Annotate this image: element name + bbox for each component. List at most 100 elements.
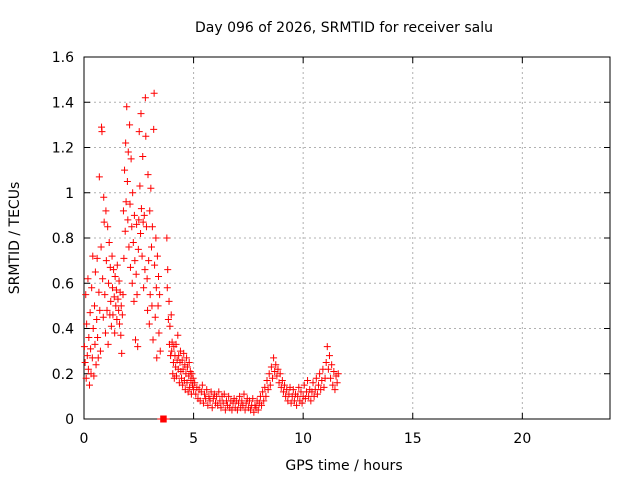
data-point (93, 315, 101, 323)
data-point (122, 139, 130, 147)
y-tick-label: 1.4 (52, 95, 74, 111)
y-axis-label: SRMTID / TECUs (7, 182, 23, 295)
data-point (167, 311, 175, 319)
data-point (174, 331, 182, 339)
data-point (153, 354, 161, 362)
data-point (172, 340, 180, 348)
data-point (111, 272, 119, 280)
data-point (133, 220, 141, 228)
data-point (117, 302, 125, 310)
data-point (137, 229, 145, 237)
data-point (141, 94, 149, 102)
data-point (139, 153, 147, 161)
data-point (105, 279, 113, 287)
data-points (80, 89, 342, 423)
data-point (254, 406, 262, 414)
data-point (89, 252, 97, 260)
data-point (225, 392, 233, 400)
data-point (126, 263, 134, 271)
x-tick-label: 5 (189, 431, 198, 447)
data-point (119, 207, 127, 215)
data-point (145, 257, 153, 265)
data-point (113, 315, 121, 323)
data-point (115, 277, 123, 285)
data-point (120, 254, 128, 262)
data-point (124, 148, 132, 156)
data-point (83, 352, 91, 360)
data-point (313, 390, 321, 398)
data-point (88, 284, 96, 292)
data-point (82, 291, 90, 299)
data-point (178, 356, 186, 364)
data-point (104, 223, 112, 231)
data-point (109, 311, 117, 319)
data-point (263, 377, 271, 385)
y-tick-label: 1.2 (52, 141, 74, 157)
data-point (127, 155, 135, 163)
y-tick-label: 0.6 (52, 276, 74, 292)
data-point (179, 365, 187, 373)
data-point (154, 302, 162, 310)
data-point (130, 211, 138, 219)
data-point (147, 184, 155, 192)
data-point (90, 372, 98, 380)
data-point (101, 329, 109, 337)
data-point (289, 386, 297, 394)
data-point (134, 343, 142, 351)
data-point (119, 291, 127, 299)
data-point (265, 370, 273, 378)
data-point (123, 177, 131, 185)
data-point (300, 381, 308, 389)
data-point (102, 257, 110, 265)
data-point (151, 313, 159, 321)
data-point (96, 306, 104, 314)
data-point (137, 110, 145, 118)
grid-lines (84, 57, 610, 419)
data-point (135, 216, 143, 224)
data-point (107, 297, 115, 305)
x-tick-label: 15 (404, 431, 422, 447)
data-point (188, 370, 196, 378)
data-point (85, 381, 93, 389)
data-point (278, 377, 286, 385)
data-point (141, 266, 149, 274)
data-point (204, 401, 212, 409)
data-point (130, 297, 138, 305)
data-point (142, 223, 150, 231)
y-tick-label: 1.6 (52, 50, 74, 66)
data-point (113, 261, 121, 269)
data-point (152, 234, 160, 242)
data-point (134, 245, 142, 253)
data-point (205, 392, 213, 400)
data-point (155, 272, 163, 280)
data-point (98, 128, 106, 136)
data-point (267, 363, 275, 371)
data-point (330, 367, 338, 375)
data-point (94, 334, 102, 342)
data-point (121, 227, 129, 235)
data-point (293, 401, 301, 409)
data-point (138, 252, 146, 260)
data-point (84, 275, 92, 283)
data-point (329, 381, 337, 389)
data-point (327, 374, 335, 382)
data-point (88, 354, 96, 362)
data-point (115, 306, 123, 314)
data-point (102, 207, 110, 215)
data-point (146, 207, 154, 215)
x-tick-label: 20 (513, 431, 531, 447)
data-point (156, 291, 164, 299)
data-point (95, 173, 103, 181)
data-point (139, 218, 147, 226)
data-point (129, 189, 137, 197)
data-point (324, 365, 332, 373)
data-point (81, 358, 89, 366)
data-point (191, 379, 199, 387)
data-point (124, 216, 132, 224)
data-point (108, 252, 116, 260)
data-point (169, 358, 177, 366)
data-point (122, 198, 130, 206)
data-point (270, 354, 278, 362)
data-point (150, 125, 158, 133)
data-point (112, 286, 120, 294)
